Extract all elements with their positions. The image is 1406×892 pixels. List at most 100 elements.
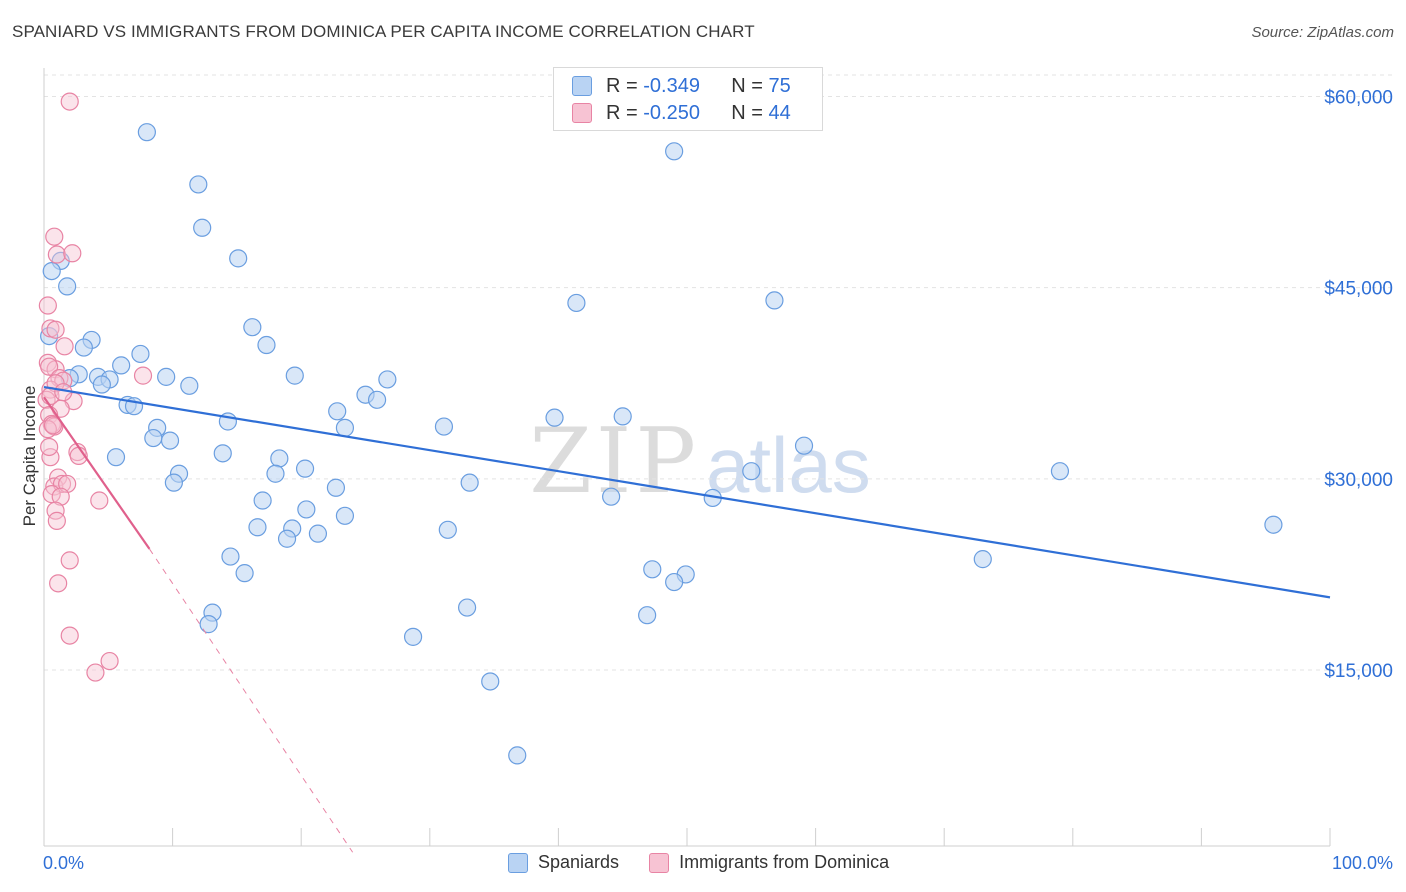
- spaniards-point: [367, 390, 387, 409]
- spaniards-point: [213, 444, 232, 463]
- spaniards-point: [253, 491, 272, 510]
- trend-lines: [43, 385, 1331, 853]
- spaniards-point: [180, 376, 199, 395]
- spaniards-point: [266, 464, 285, 483]
- legend-r-label: R =: [606, 74, 644, 97]
- dominica-point: [60, 92, 79, 111]
- spaniards-point: [643, 560, 662, 579]
- spaniards-point: [481, 672, 500, 691]
- spaniards-point: [295, 459, 315, 478]
- spaniards-point: [144, 428, 163, 448]
- zipatlas-watermark: ZIP atlas: [529, 409, 870, 514]
- spaniards-point: [277, 529, 297, 548]
- y-tick-label: $60,000: [1324, 88, 1393, 109]
- dominica-point: [86, 663, 105, 682]
- spaniards-point: [1264, 515, 1283, 534]
- dominica-point: [90, 491, 109, 510]
- dominica-point: [60, 551, 79, 570]
- spaniards-point: [742, 462, 761, 481]
- x-tick-label-min: 0.0%: [43, 853, 85, 873]
- legend-r-label: R =: [606, 101, 644, 124]
- dominica-point: [63, 244, 82, 263]
- spaniards-point: [157, 367, 176, 386]
- spaniards-point: [131, 344, 150, 364]
- spaniards-point: [457, 598, 477, 617]
- spaniards-point: [460, 473, 479, 492]
- spaniards-point: [434, 417, 454, 436]
- dominica-point: [60, 626, 79, 645]
- legend-swatch-blue: [508, 852, 528, 873]
- spaniards-point: [973, 550, 992, 569]
- spaniards-point: [193, 218, 212, 237]
- spaniards-point: [160, 431, 180, 450]
- spaniards-trend-line: [43, 385, 1331, 599]
- spaniards-point: [638, 606, 657, 625]
- legend-item-spaniards: Spaniards: [508, 852, 619, 873]
- spaniards-point: [335, 506, 355, 525]
- legend-row-spaniards: R = -0.349 N = 75: [572, 73, 791, 99]
- dominica-point: [55, 337, 74, 356]
- dominica-point: [51, 487, 70, 506]
- legend-r-value: -0.250: [643, 101, 700, 124]
- spaniards-point: [235, 564, 254, 583]
- x-tick-label-max: 100.0%: [1331, 853, 1393, 873]
- y-tick-label: $15,000: [1324, 661, 1393, 682]
- legend-label-dominica: Immigrants from Dominica: [679, 852, 890, 872]
- dominica-point: [43, 416, 63, 435]
- dominica-trend-extension: [149, 548, 354, 853]
- dominica-point: [133, 366, 153, 385]
- legend-item-dominica: Immigrants from Dominica: [649, 852, 889, 873]
- spaniards-point: [189, 175, 208, 194]
- spaniards-point: [567, 293, 586, 313]
- spaniards-point: [285, 366, 304, 385]
- spaniards-point: [308, 524, 328, 543]
- legend-swatch-pink: [572, 103, 592, 123]
- stats-legend: R = -0.349 N = 75 R = -0.250 N = 44: [553, 67, 823, 131]
- spaniards-point: [221, 547, 240, 566]
- legend-n-label: N =: [731, 74, 769, 97]
- spaniards-point: [297, 500, 316, 519]
- dominica-point: [46, 320, 65, 339]
- spaniards-point: [248, 518, 267, 537]
- spaniards-point: [665, 142, 684, 161]
- spaniards-point: [328, 402, 347, 421]
- spaniards-point: [92, 375, 111, 394]
- legend-n-label: N =: [731, 101, 769, 124]
- spaniards-point: [794, 436, 814, 455]
- chart-title: SPANIARD VS IMMIGRANTS FROM DOMINICA PER…: [12, 22, 755, 41]
- spaniards-point: [112, 356, 131, 375]
- legend-row-dominica: R = -0.250 N = 44: [572, 100, 791, 126]
- legend-n-value: 75: [768, 74, 791, 97]
- dominica-point: [45, 227, 64, 246]
- dominica-point: [100, 651, 119, 671]
- legend-r-value: -0.349: [643, 74, 700, 97]
- legend-swatch-pink: [649, 852, 670, 873]
- spaniards-point: [229, 249, 248, 268]
- svg-text:atlas: atlas: [706, 421, 871, 509]
- spaniards-point: [326, 478, 346, 497]
- axes: [43, 68, 1331, 847]
- spaniards-point: [335, 418, 355, 437]
- dominica-point: [47, 511, 66, 530]
- spaniards-point: [137, 123, 156, 142]
- spaniards-point: [438, 520, 457, 539]
- y-tick-labels: $15,000 $30,000 $45,000 $60,000: [1324, 88, 1393, 683]
- y-tick-label: $45,000: [1324, 279, 1393, 300]
- spaniards-point: [243, 318, 262, 337]
- dominica-trend-line: [43, 396, 151, 550]
- y-axis-label: Per Capita Income: [20, 385, 39, 527]
- spaniards-point: [613, 407, 632, 426]
- spaniards-point: [164, 473, 183, 492]
- spaniards-point: [74, 338, 93, 357]
- dominica-points: [37, 92, 153, 682]
- spaniards-point: [199, 615, 218, 634]
- dominica-point: [40, 437, 59, 457]
- spaniards-point: [270, 449, 289, 468]
- spaniards-point: [42, 261, 61, 281]
- legend-n-value: 44: [768, 101, 791, 124]
- y-tick-label: $30,000: [1324, 470, 1393, 491]
- dominica-point: [38, 296, 57, 315]
- series-legend: Spaniards Immigrants from Dominica: [508, 852, 919, 873]
- dominica-point: [40, 357, 59, 376]
